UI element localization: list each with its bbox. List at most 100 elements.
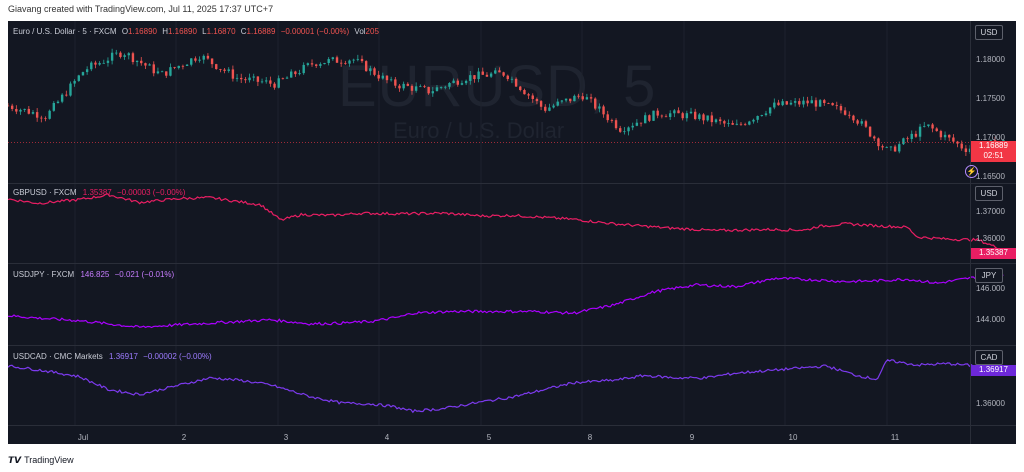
candle-body	[614, 120, 618, 129]
candle-body	[398, 85, 401, 89]
candle-body	[606, 114, 609, 121]
candle-body	[240, 77, 243, 80]
candle-body	[394, 79, 397, 86]
candle-body	[489, 73, 493, 77]
candle-body	[85, 69, 89, 73]
candle-body	[506, 75, 509, 80]
chart-svg[interactable]	[8, 21, 1016, 444]
candle-body	[385, 75, 389, 81]
candle-body	[60, 94, 64, 102]
candle-body	[743, 124, 747, 126]
tradingview-logo-icon: 𝙏𝙑	[8, 455, 22, 465]
candle-body	[706, 115, 709, 121]
candle-body	[281, 78, 285, 80]
candle-body	[10, 105, 14, 109]
time-tick: Jul	[77, 433, 89, 442]
candle-body	[923, 125, 926, 127]
candle-body	[190, 58, 193, 65]
time-tick: 9	[689, 433, 695, 442]
candle-body	[140, 60, 143, 64]
candle-body	[560, 100, 564, 102]
candle-body	[864, 121, 868, 127]
candle-body	[310, 63, 314, 65]
candle-body	[477, 71, 480, 80]
candle-body	[327, 59, 330, 63]
candle-body	[948, 134, 951, 138]
candle-body	[852, 115, 855, 121]
candle-body	[673, 110, 676, 114]
candle-body	[768, 107, 772, 114]
candle-body	[935, 128, 938, 132]
candle-body	[252, 76, 255, 78]
gbpusd-tick: 1.37000	[976, 207, 1005, 216]
candle-body	[727, 123, 730, 124]
candle-body	[648, 115, 651, 121]
candle-body	[298, 73, 301, 75]
candle-body	[898, 144, 901, 152]
candle-body	[698, 114, 701, 119]
candle-body	[473, 75, 476, 80]
candle-body	[989, 140, 993, 142]
eurusd-currency-button[interactable]: USD	[975, 25, 1003, 40]
gbpusd-change: −0.00003 (−0.00%)	[116, 188, 186, 197]
candle-body	[160, 71, 164, 73]
candle-body	[389, 79, 393, 81]
gbpusd-currency-button[interactable]: USD	[975, 186, 1003, 201]
candle-body	[664, 116, 668, 118]
candle-body	[381, 75, 385, 79]
candle-body	[339, 62, 343, 64]
candle-body	[223, 69, 226, 71]
time-axis-border	[8, 425, 1016, 426]
eurusd-volume: 205	[365, 27, 379, 36]
candle-body	[119, 52, 122, 57]
usdcad-last: 1.36917	[109, 352, 138, 361]
candle-body	[843, 110, 847, 115]
candle-body	[269, 80, 272, 84]
candle-body	[635, 122, 639, 126]
gbpusd-series-line	[8, 193, 1004, 251]
candle-body	[219, 69, 222, 70]
candle-body	[564, 98, 568, 101]
usdcad-last-price: 1.36917	[971, 365, 1016, 376]
candle-body	[823, 100, 826, 104]
candle-body	[927, 124, 930, 126]
candle-body	[810, 100, 813, 104]
candle-body	[256, 76, 260, 82]
gbpusd-last-price: 1.35387	[971, 248, 1016, 259]
candle-body	[356, 58, 360, 60]
time-tick: 2	[181, 433, 187, 442]
candle-body	[406, 83, 410, 86]
chart-frame[interactable]: EURUSD, 5 Euro / U.S. Dollar Euro / U.S.…	[8, 21, 1016, 444]
candle-body	[44, 118, 47, 120]
candle-body	[964, 148, 968, 153]
candle-body	[573, 95, 576, 102]
candle-body	[535, 99, 539, 102]
candle-body	[69, 83, 72, 96]
usdcad-currency-button[interactable]: CAD	[975, 350, 1003, 365]
candle-body	[960, 143, 963, 149]
candle-body	[552, 105, 555, 108]
usdjpy-currency-button[interactable]: JPY	[975, 268, 1003, 283]
candle-body	[127, 53, 130, 56]
candle-body	[285, 77, 289, 79]
candle-body	[598, 106, 601, 109]
candle-body	[893, 146, 897, 152]
candle-body	[481, 71, 484, 75]
candle-body	[8, 105, 10, 107]
candle-body	[377, 74, 380, 79]
candle-body	[77, 75, 81, 81]
candle-body	[831, 103, 834, 106]
candle-body	[156, 71, 160, 74]
candle-body	[610, 120, 614, 121]
candle-body	[539, 101, 543, 107]
candle-body	[781, 101, 784, 106]
candle-body	[265, 80, 268, 82]
candle-body	[115, 52, 118, 54]
candle-body	[681, 113, 684, 119]
candle-body	[294, 71, 297, 75]
eurusd-last-price-box: 1.16889 02:51	[971, 141, 1016, 162]
candle-body	[40, 117, 43, 119]
lightning-icon[interactable]: ⚡	[965, 165, 978, 178]
candle-body	[789, 102, 793, 105]
candle-body	[419, 86, 422, 88]
